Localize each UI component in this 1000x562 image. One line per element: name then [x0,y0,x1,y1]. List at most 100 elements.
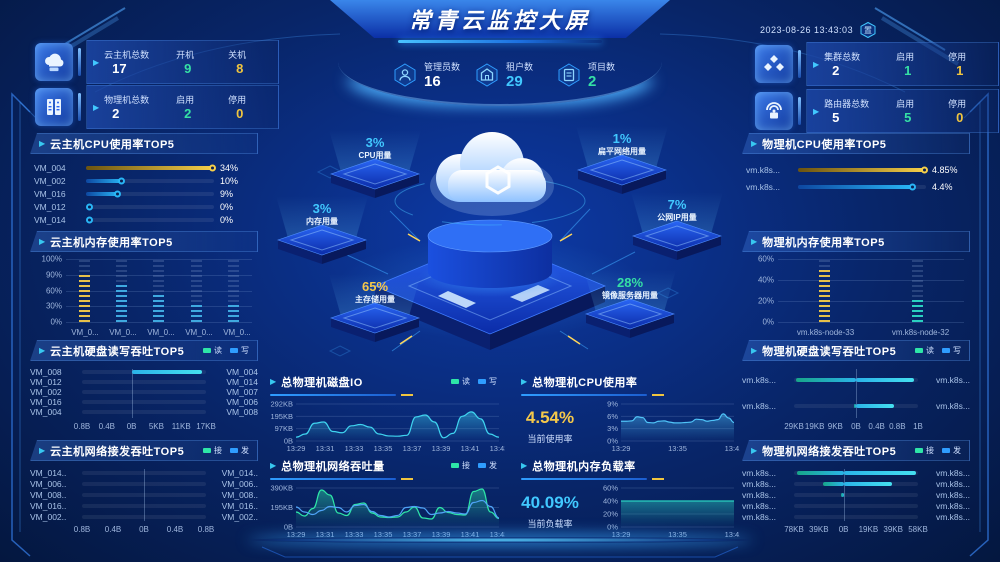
bd-tick: 78KB [784,525,804,534]
bd-row: VM_008 VM_004 [30,367,258,377]
bd-rl: VM_006 [226,397,258,407]
platform-inner [597,303,663,325]
platform-top [330,302,420,334]
legend-swatch [451,379,459,384]
bd-ll: vm.k8s... [742,467,777,478]
vb-bg [227,259,239,322]
bd-row: VM_002 VM_007 [30,387,258,397]
play-marker-icon: ▶ [813,106,820,116]
hbar-label: VM_016 [34,188,66,199]
hbar-label: VM_004 [34,162,66,173]
hbar-row: VM_012 0% [30,200,258,213]
legend-item[interactable]: 读 [203,345,222,356]
bd-ll: VM_002.. [30,511,67,522]
total-mem-chart: 60% 40% 20% 0%13:29 13:35 13:41 [587,483,740,540]
hbar-row: vm.k8s... 4.85% [742,161,970,178]
bd-rl: VM_002.. [221,511,258,522]
platform-side [578,170,622,194]
legend-label: 写 [953,346,961,355]
stat-value: 0 [956,109,964,125]
legend-item[interactable]: 写 [942,345,961,356]
legend-swatch [230,448,238,453]
bd-row: VM_012 VM_014 [30,377,258,387]
bd-ll: VM_012 [30,377,62,387]
stat-value: 1 [956,62,964,78]
arrow-icon: ▶ [751,139,758,148]
bd-track [82,370,206,374]
svg-text:13:33: 13:33 [345,530,364,539]
hbar-fill [86,178,124,183]
play-marker-icon: ▶ [93,57,100,67]
arrow-icon: ▶ [39,446,46,455]
bd-track [794,378,918,382]
hbar-value: 0% [220,201,234,212]
panel-title: 云主机CPU使用率TOP5 [50,138,175,151]
svg-text:13:37: 13:37 [403,530,422,539]
vb-cat: VM_0... [109,328,137,337]
vb-ylab: 40% [757,275,774,285]
legend-item[interactable]: 接 [203,445,222,456]
bd-center [144,469,145,521]
svg-text:13:39: 13:39 [432,530,451,539]
legend-item[interactable]: 写 [230,345,249,356]
svg-text:13:33: 13:33 [345,444,364,453]
hbar-fill [86,165,214,170]
bd-track [82,400,206,404]
settings-badge-icon[interactable]: 置 [859,21,877,39]
svg-text:3%: 3% [607,424,618,433]
platform-inner [289,229,355,251]
bd-bar [843,470,916,475]
bd-tick: 0B [139,525,149,534]
legend-item[interactable]: 读 [451,376,470,387]
bd-ll: vm.k8s... [742,401,777,411]
legend-label: 写 [489,377,497,386]
legend-item[interactable]: 读 [915,345,934,356]
svg-text:390KB: 390KB [270,484,293,493]
title-underline [521,394,664,396]
bd-tick: 0.4B [104,525,122,534]
legend-item[interactable]: 写 [478,376,497,387]
arrow-icon: ▶ [521,461,528,470]
bd-row: VM_004 VM_008 [30,407,258,417]
vb-col [153,259,165,322]
bd-bar [856,378,914,382]
vb-fill [227,305,239,322]
panel-title: 总物理机磁盘IO [281,376,363,389]
bd-ll: VM_004 [30,407,62,417]
bd-rows: VM_008 VM_004 VM_012 VM_014 VM_002 VM_007 VM_0… [30,367,258,420]
vb-bars [778,259,964,322]
legend: 读写 [451,376,497,387]
bd-tick: 19KB [804,422,825,431]
panel-vm-cpu-top5: ▶ 云主机CPU使用率TOP5 VM_004 34% VM_002 10% VM_016 9… [30,133,258,229]
bd-bar [795,378,856,382]
bd-ll: VM_002 [30,387,62,397]
platform-inner [342,163,408,185]
bd-tick: 0B [126,422,137,431]
bd-track [794,481,918,486]
legend-label: 读 [926,346,934,355]
hbar-track [86,216,214,223]
pm-net-chart: vm.k8s... vm.k8s... vm.k8s... vm.k8s... vm.k… [742,463,970,541]
bd-ll: VM_014.. [30,467,67,478]
platform-inner [644,225,710,247]
arrow-icon: ▶ [39,139,46,148]
panel-title: 总物理机内存负载率 [532,460,636,473]
bd-tick: 29KB [784,422,804,431]
hbar-label: vm.k8s... [746,181,781,192]
vb-plot: 60% 40% 20% 0% [746,255,966,327]
panel-pm-mem-top5: ▶ 物理机内存使用率TOP5 60% 40% 20% 0% vm.k8s-node-33 v… [742,231,970,338]
legend-item[interactable]: 接 [915,445,934,456]
vb-col [190,259,202,322]
bd-row: vm.k8s... vm.k8s... [742,467,970,478]
svg-text:13:35: 13:35 [374,530,393,539]
legend-item[interactable]: 发 [230,445,249,456]
svg-text:13:35: 13:35 [668,530,687,539]
legend-item[interactable]: 接 [451,460,470,471]
legend-item[interactable]: 发 [478,460,497,471]
stat-label: 启用 [176,94,195,105]
vb-col [227,259,239,322]
svg-text:置: 置 [864,26,872,35]
legend-item[interactable]: 发 [942,445,961,456]
bd-ll: VM_006.. [30,478,67,489]
